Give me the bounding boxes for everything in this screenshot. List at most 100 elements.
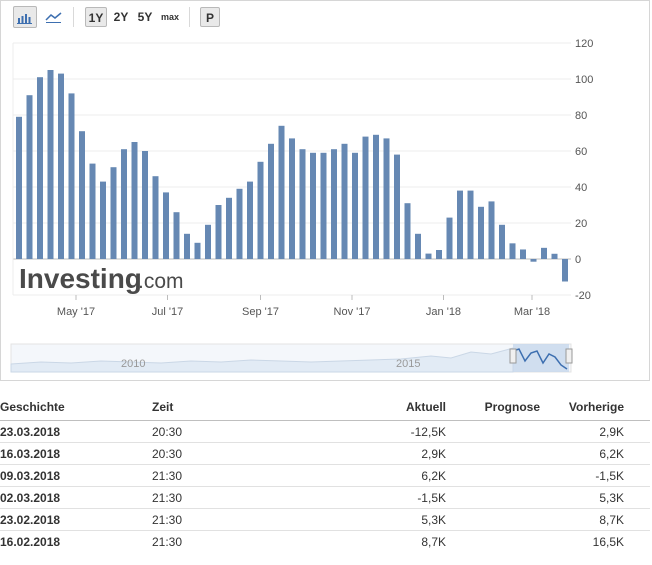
bar[interactable] <box>446 217 453 259</box>
bar[interactable] <box>541 247 547 259</box>
bar[interactable] <box>299 149 306 259</box>
bar[interactable] <box>236 188 243 259</box>
bar[interactable] <box>499 224 505 259</box>
x-tick-label: Jul '17 <box>152 306 183 318</box>
x-tick-label: Jan '18 <box>426 306 461 318</box>
bar[interactable] <box>509 243 516 259</box>
bar[interactable] <box>341 143 348 259</box>
bar[interactable] <box>436 250 442 259</box>
bar[interactable] <box>551 253 558 259</box>
bar[interactable] <box>383 138 390 259</box>
bar[interactable] <box>184 233 190 259</box>
bar[interactable] <box>58 73 64 259</box>
bar-chart-icon[interactable] <box>13 6 37 28</box>
bar[interactable] <box>362 136 369 259</box>
bar[interactable] <box>16 116 22 259</box>
bar[interactable] <box>268 143 274 259</box>
main-chart: 120 100 80 60 40 20 0 -20 May '17 Jul '17 Sep '17… <box>12 38 593 318</box>
header-time: Zeit <box>152 400 174 414</box>
range-2y-button[interactable]: 2Y <box>113 10 129 24</box>
cell-previous: 2,9K <box>599 425 624 439</box>
y-tick-label: 60 <box>575 146 587 158</box>
cell-forecast <box>450 443 540 465</box>
bar[interactable] <box>310 152 316 259</box>
bar[interactable] <box>352 152 358 259</box>
cell-actual: 6,2K <box>421 469 446 483</box>
range-5y-button[interactable]: 5Y <box>137 10 153 24</box>
cell-date: 16.03.2018 <box>0 447 61 461</box>
bar[interactable] <box>131 142 138 259</box>
cell-time: 20:30 <box>152 425 183 439</box>
bar[interactable] <box>257 161 264 259</box>
bar[interactable] <box>152 176 159 259</box>
header-date: Geschichte <box>0 400 65 414</box>
bar[interactable] <box>404 203 411 259</box>
bar[interactable] <box>562 259 568 282</box>
cell-forecast <box>450 509 540 531</box>
bar[interactable] <box>289 138 295 259</box>
x-tick-label: Sep '17 <box>242 306 279 318</box>
history-header: Geschichte Zeit Aktuell Prognose Vorheri… <box>0 394 650 420</box>
navigator-right-handle[interactable] <box>565 348 573 364</box>
bar[interactable] <box>247 181 253 259</box>
header-forecast: Prognose <box>484 400 540 414</box>
cell-actual: 5,3K <box>421 513 446 527</box>
bar[interactable] <box>37 77 43 259</box>
bar[interactable] <box>530 259 537 262</box>
bar[interactable] <box>394 154 400 259</box>
cell-forecast <box>450 421 540 443</box>
bar[interactable] <box>163 192 169 259</box>
navigator-label-2010: 2010 <box>121 358 145 370</box>
cell-date: 09.03.2018 <box>0 469 61 483</box>
bar[interactable] <box>415 233 421 259</box>
navigator-selection-line <box>512 348 568 370</box>
navigator-left-handle[interactable] <box>509 348 517 364</box>
bar[interactable] <box>467 190 474 259</box>
cell-previous: -1,5K <box>595 469 624 483</box>
cell-date: 02.03.2018 <box>0 491 61 505</box>
bar[interactable] <box>457 190 463 259</box>
bar[interactable] <box>478 206 484 259</box>
bar[interactable] <box>331 149 337 259</box>
bar[interactable] <box>373 134 379 259</box>
cell-forecast <box>450 487 540 509</box>
table-row: 23.03.2018 20:30 -12,5K 2,9K <box>0 420 650 443</box>
bar[interactable] <box>194 242 201 259</box>
cell-previous: 8,7K <box>599 513 624 527</box>
header-previous: Vorherige <box>568 400 624 414</box>
bar[interactable] <box>26 95 33 259</box>
bar[interactable] <box>215 205 222 259</box>
cell-actual: 2,9K <box>421 447 446 461</box>
bar[interactable] <box>488 201 495 259</box>
watermark-brand: Investing <box>19 263 142 294</box>
cell-date: 16.02.2018 <box>0 535 61 549</box>
table-row: 16.02.2018 21:30 8,7K 16,5K <box>0 530 650 553</box>
y-tick-label: 80 <box>575 110 587 122</box>
cell-date: 23.02.2018 <box>0 513 61 527</box>
area-chart-icon[interactable] <box>43 6 67 28</box>
bar[interactable] <box>68 93 75 260</box>
bar[interactable] <box>520 249 526 259</box>
bar[interactable] <box>278 125 285 259</box>
bar[interactable] <box>100 181 106 259</box>
range-max-button[interactable]: max <box>160 12 179 22</box>
bar[interactable] <box>173 212 180 259</box>
y-tick-label: 100 <box>575 74 593 86</box>
bar[interactable] <box>110 167 117 259</box>
x-tick-label: Mar '18 <box>514 306 550 318</box>
range-1y-button[interactable]: 1Y <box>85 7 107 27</box>
p-button[interactable]: P <box>200 7 220 27</box>
bar[interactable] <box>205 224 211 259</box>
y-tick-label: 40 <box>575 182 587 194</box>
bar[interactable] <box>226 197 232 259</box>
bar[interactable] <box>320 152 327 259</box>
bar[interactable] <box>79 131 85 259</box>
bar[interactable] <box>142 151 148 259</box>
bar[interactable] <box>47 70 54 259</box>
y-tick-label: 20 <box>575 218 587 230</box>
bar[interactable] <box>121 149 127 259</box>
bar[interactable] <box>425 253 432 259</box>
bar[interactable] <box>89 163 96 259</box>
navigator[interactable]: 2010 2015 <box>1 339 651 379</box>
cell-actual: -1,5K <box>417 491 446 505</box>
